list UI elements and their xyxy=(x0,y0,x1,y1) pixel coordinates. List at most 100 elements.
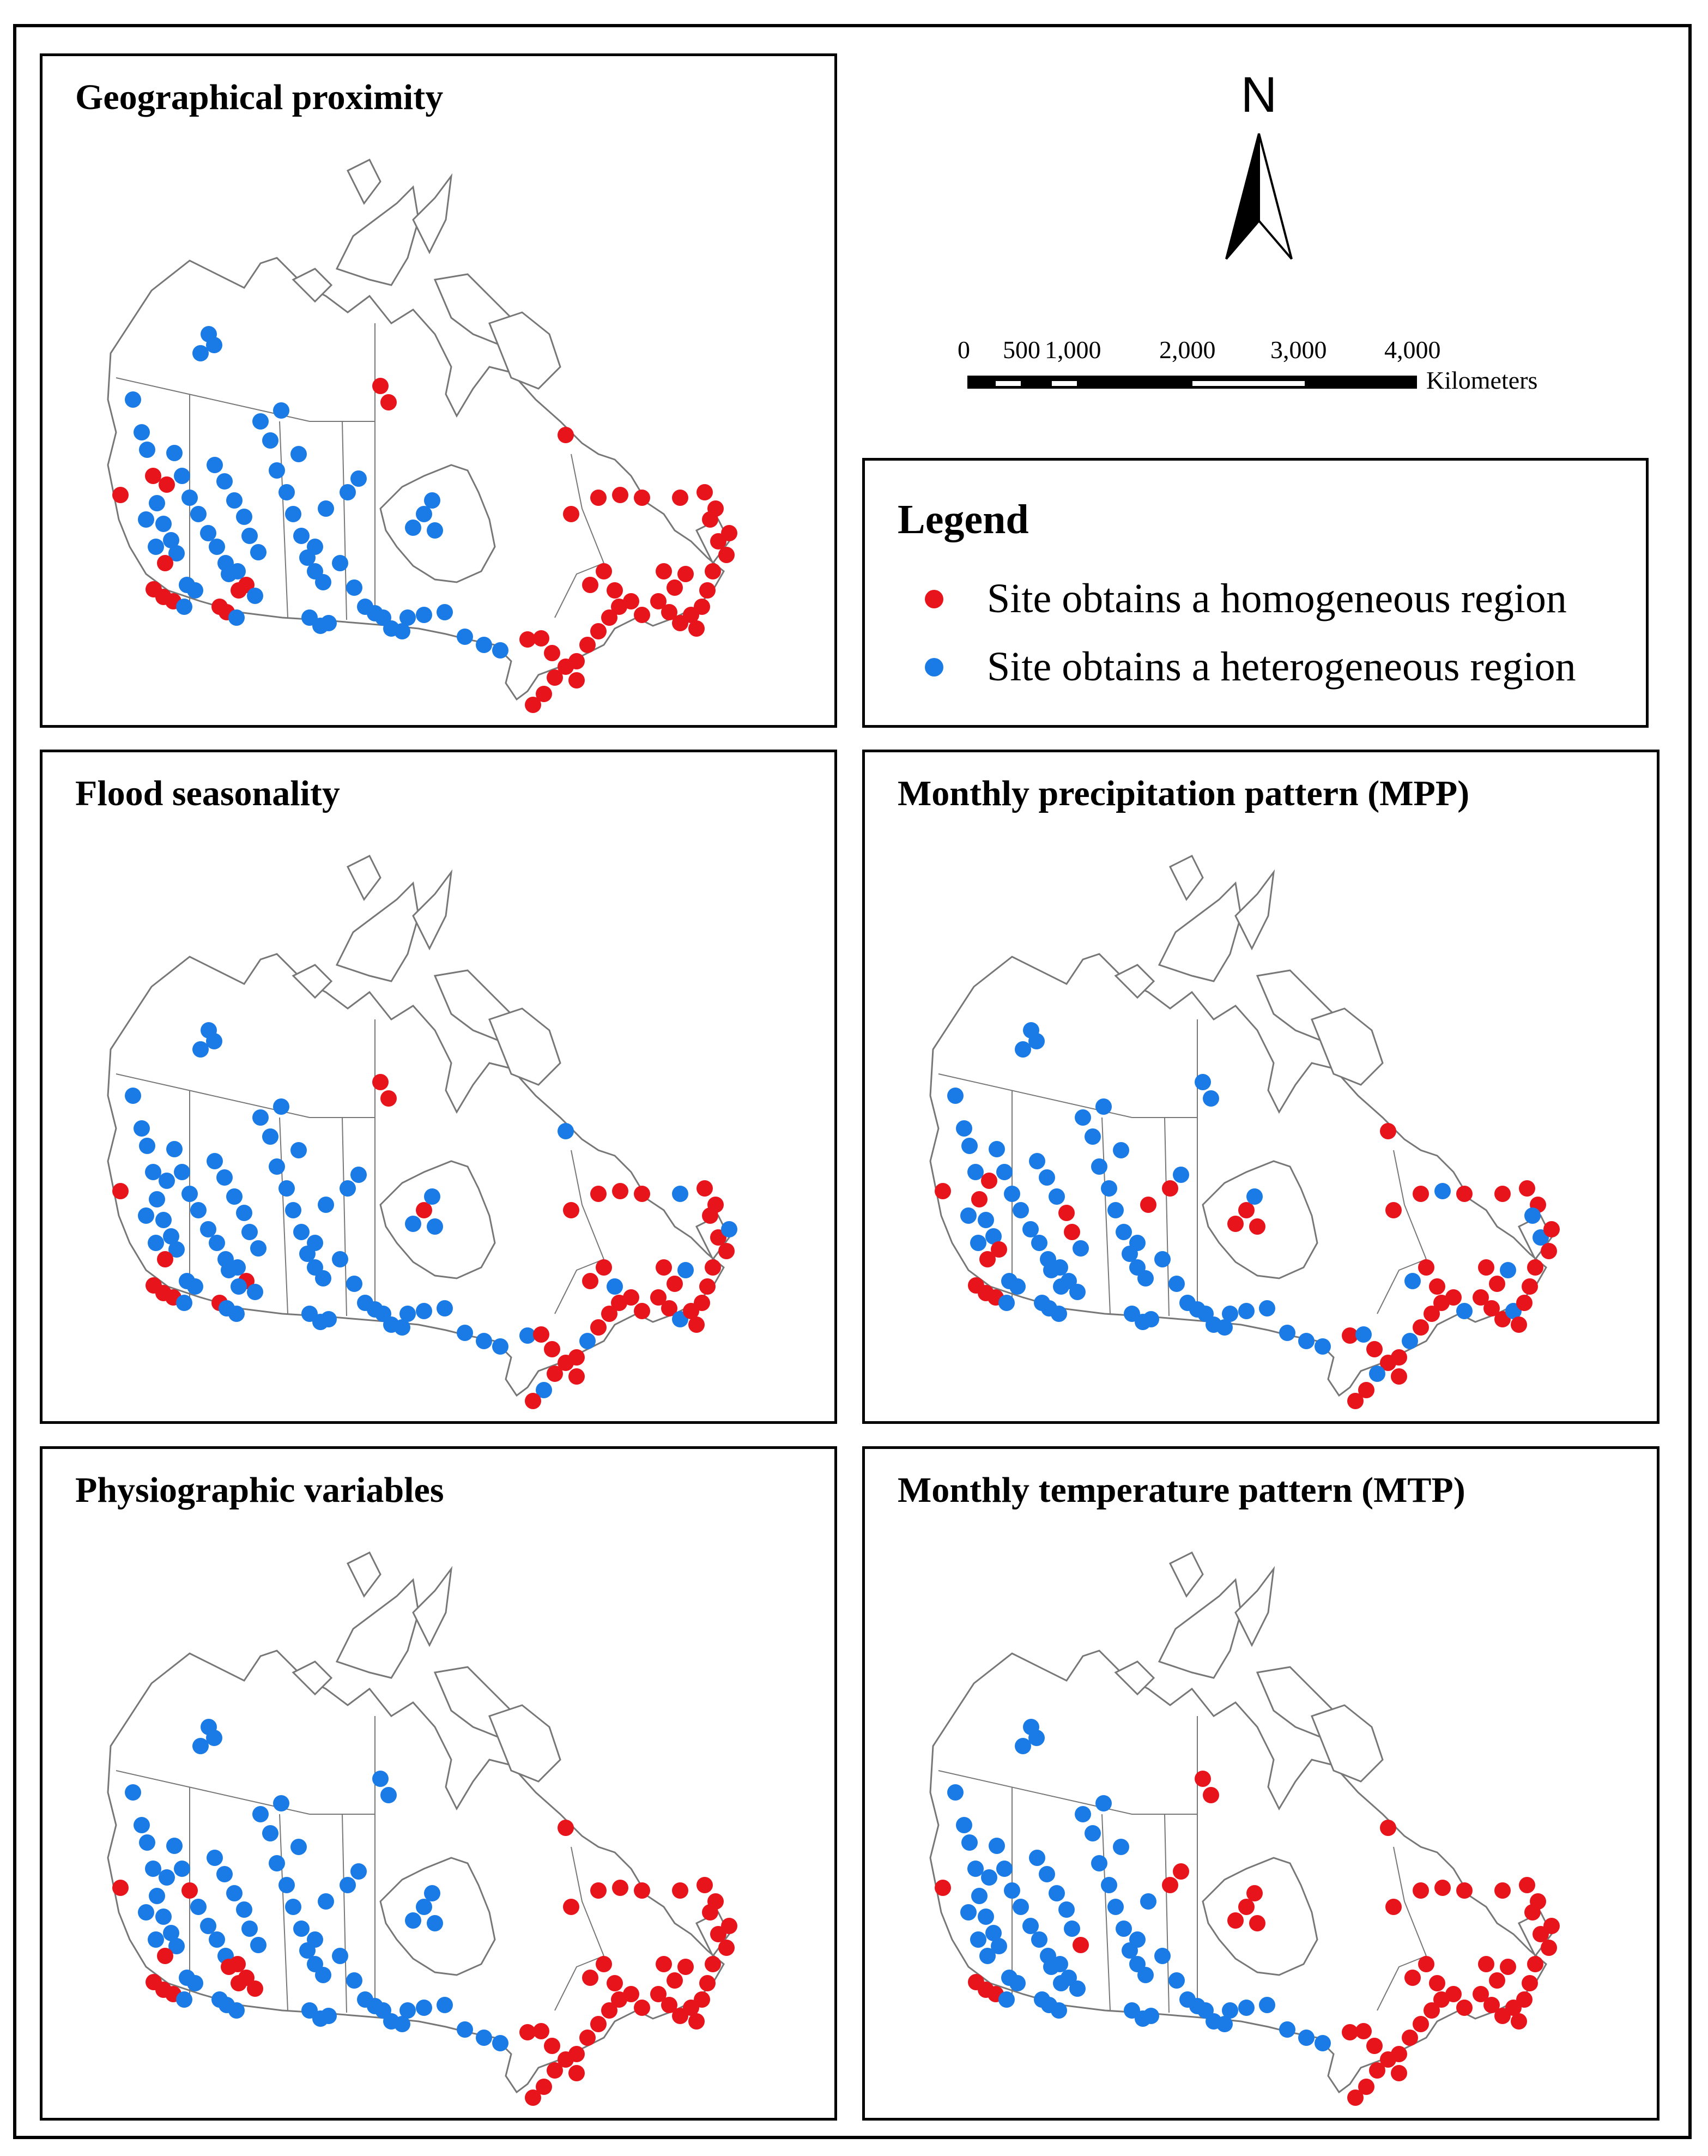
site-homogeneous-dot xyxy=(558,1820,574,1836)
site-homogeneous-dot xyxy=(1380,1820,1396,1836)
site-homogeneous-dot xyxy=(702,511,718,528)
site-heterogeneous-dot xyxy=(1049,1885,1065,1901)
site-homogeneous-dot xyxy=(1543,1918,1560,1934)
site-homogeneous-dot xyxy=(1413,1186,1429,1202)
site-heterogeneous-dot xyxy=(350,470,367,487)
site-heterogeneous-dot xyxy=(1039,1169,1055,1186)
site-heterogeneous-dot xyxy=(721,1221,737,1237)
site-homogeneous-dot xyxy=(981,1173,997,1189)
map-panel-mpp: Monthly precipitation pattern (MPP) xyxy=(862,750,1659,1424)
scale-bar: 0 500 1,000 2,000 3,000 4,000 Kilometers xyxy=(958,335,1578,401)
site-heterogeneous-dot xyxy=(1116,1921,1132,1937)
site-heterogeneous-dot xyxy=(1028,1730,1045,1746)
site-heterogeneous-dot xyxy=(138,511,154,528)
site-heterogeneous-dot xyxy=(427,522,443,539)
site-heterogeneous-dot xyxy=(1013,1899,1029,1915)
site-homogeneous-dot xyxy=(1358,2079,1374,2095)
site-heterogeneous-dot xyxy=(607,1278,623,1295)
province-border xyxy=(571,1846,604,1956)
site-homogeneous-dot xyxy=(536,2079,552,2095)
site-heterogeneous-dot xyxy=(372,1771,389,1787)
site-heterogeneous-dot xyxy=(138,1207,154,1224)
site-heterogeneous-dot xyxy=(252,413,269,430)
site-heterogeneous-dot xyxy=(1113,1142,1129,1158)
map-group xyxy=(929,854,1560,1409)
site-heterogeneous-dot xyxy=(290,1839,307,1855)
site-homogeneous-dot xyxy=(590,1882,607,1899)
site-heterogeneous-dot xyxy=(293,1224,310,1240)
site-heterogeneous-dot xyxy=(1143,1311,1159,1327)
site-homogeneous-dot xyxy=(1058,1205,1075,1221)
site-homogeneous-dot xyxy=(702,1207,718,1224)
site-heterogeneous-dot xyxy=(1064,1921,1080,1937)
site-homogeneous-dot xyxy=(582,1273,598,1289)
site-homogeneous-dot xyxy=(623,1289,639,1306)
site-heterogeneous-dot xyxy=(947,1784,964,1801)
site-heterogeneous-dot xyxy=(1015,1041,1031,1058)
site-homogeneous-dot xyxy=(596,563,612,579)
site-heterogeneous-dot xyxy=(176,1991,192,2008)
map-group xyxy=(107,854,737,1409)
site-heterogeneous-dot xyxy=(236,1205,252,1221)
site-heterogeneous-dot xyxy=(399,1306,416,1322)
site-heterogeneous-dot xyxy=(206,1730,222,1746)
site-homogeneous-dot xyxy=(656,1956,672,1972)
site-homogeneous-dot xyxy=(1429,1975,1445,1991)
site-homogeneous-dot xyxy=(1456,2000,1473,2016)
site-homogeneous-dot xyxy=(1380,1123,1396,1139)
site-heterogeneous-dot xyxy=(405,1912,421,1929)
red-dot-icon xyxy=(925,589,943,608)
site-heterogeneous-dot xyxy=(340,1877,356,1893)
site-heterogeneous-dot xyxy=(293,528,310,544)
site-homogeneous-dot xyxy=(661,1997,677,2013)
site-homogeneous-dot xyxy=(547,1366,563,1382)
site-heterogeneous-dot xyxy=(250,1937,267,1953)
site-heterogeneous-dot xyxy=(492,642,508,659)
site-homogeneous-dot xyxy=(694,1991,710,2008)
site-heterogeneous-dot xyxy=(206,1033,222,1049)
site-homogeneous-dot xyxy=(607,582,623,599)
site-homogeneous-dot xyxy=(718,547,735,563)
site-homogeneous-dot xyxy=(971,1191,988,1207)
site-heterogeneous-dot xyxy=(971,1888,988,1904)
site-homogeneous-dot xyxy=(582,577,598,593)
site-heterogeneous-dot xyxy=(228,1306,245,1322)
blue-dot-icon xyxy=(925,657,943,677)
site-heterogeneous-dot xyxy=(1004,1882,1020,1899)
site-heterogeneous-dot xyxy=(273,1098,289,1115)
site-homogeneous-dot xyxy=(1391,1368,1407,1385)
site-heterogeneous-dot xyxy=(138,1904,154,1921)
island-outline xyxy=(346,854,381,901)
site-homogeneous-dot xyxy=(590,490,607,506)
province-border xyxy=(342,1117,347,1316)
site-heterogeneous-dot xyxy=(278,1180,295,1197)
site-heterogeneous-dot xyxy=(394,623,410,639)
site-homogeneous-dot xyxy=(1522,1278,1538,1295)
scale-tick-label: 3,000 xyxy=(1270,336,1327,364)
site-heterogeneous-dot xyxy=(207,1850,223,1866)
site-homogeneous-dot xyxy=(1473,1986,1489,2002)
site-heterogeneous-dot xyxy=(166,1141,183,1157)
site-homogeneous-dot xyxy=(634,490,650,506)
site-heterogeneous-dot xyxy=(332,1251,348,1267)
site-homogeneous-dot xyxy=(533,1326,549,1343)
site-heterogeneous-dot xyxy=(1500,1262,1516,1278)
site-heterogeneous-dot xyxy=(427,1218,443,1235)
site-heterogeneous-dot xyxy=(399,609,416,626)
site-homogeneous-dot xyxy=(1434,1880,1451,1896)
site-heterogeneous-dot xyxy=(672,1186,688,1202)
site-heterogeneous-dot xyxy=(1053,1278,1069,1295)
site-heterogeneous-dot xyxy=(399,2002,416,2019)
site-heterogeneous-dot xyxy=(1238,2000,1255,2016)
site-homogeneous-dot xyxy=(607,1975,623,1991)
map-panel-flood-seasonality: Flood seasonality xyxy=(40,750,837,1424)
site-homogeneous-dot xyxy=(1246,1885,1263,1901)
site-heterogeneous-dot xyxy=(278,484,295,500)
site-heterogeneous-dot xyxy=(416,1303,432,1319)
site-heterogeneous-dot xyxy=(206,337,222,353)
site-homogeneous-dot xyxy=(694,1295,710,1311)
site-heterogeneous-dot xyxy=(558,1123,574,1139)
site-homogeneous-dot xyxy=(1418,1259,1434,1276)
site-homogeneous-dot xyxy=(1413,2016,1429,2032)
site-homogeneous-dot xyxy=(558,427,574,443)
